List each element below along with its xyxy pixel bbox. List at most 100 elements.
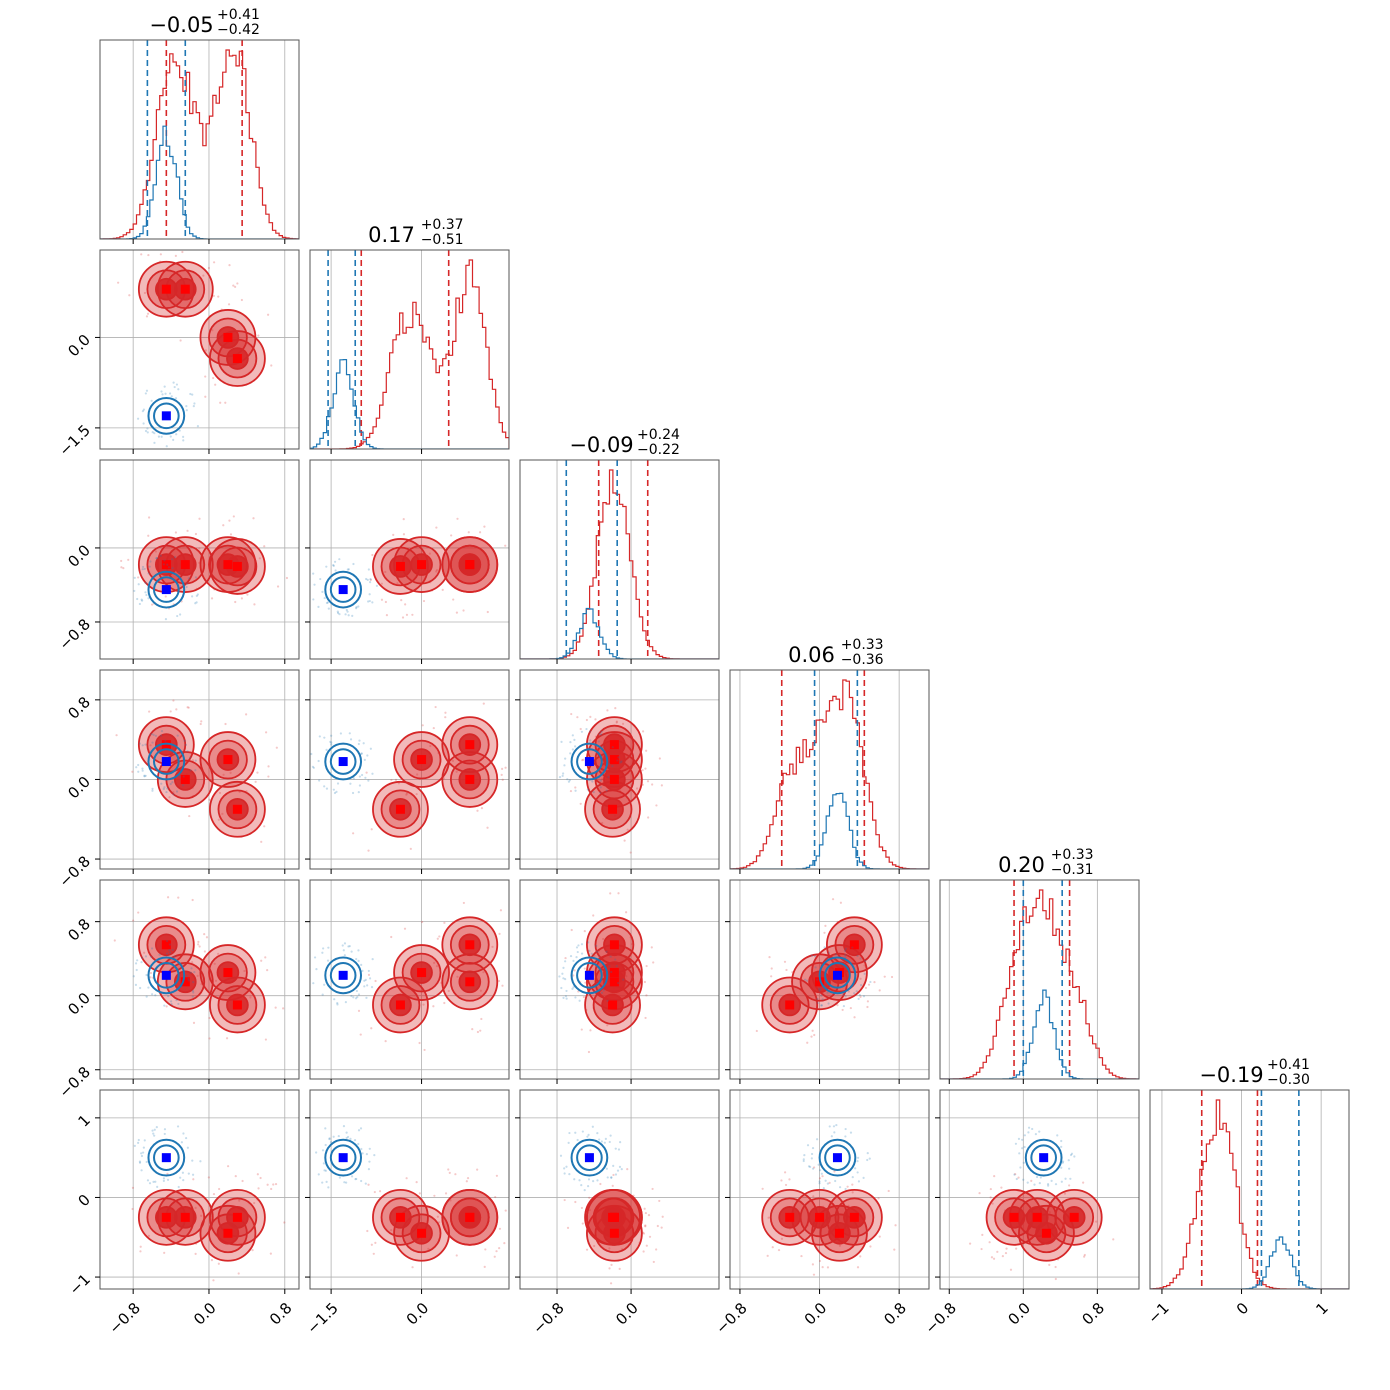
- sample-dot: [615, 720, 619, 723]
- center-marker: [161, 757, 171, 767]
- sample-dot: [493, 1255, 496, 1258]
- sample-dot: [171, 566, 174, 570]
- sample-dot: [623, 839, 626, 842]
- sample-dot: [1061, 1160, 1065, 1163]
- sample-dot: [610, 970, 613, 974]
- sample-dot: [144, 429, 148, 433]
- sample-dot: [862, 1176, 865, 1179]
- sample-dot: [592, 1180, 595, 1183]
- sample-dot: [646, 780, 650, 783]
- sample-dot: [981, 1233, 984, 1236]
- sample-dot: [611, 1184, 614, 1187]
- sample-dot: [435, 965, 439, 968]
- sample-dot: [199, 1160, 202, 1163]
- title-value-3: 0.06: [788, 643, 835, 667]
- sample-dot: [989, 1187, 992, 1191]
- sample-dot: [596, 950, 599, 953]
- sample-dot: [362, 742, 365, 745]
- sample-dot: [585, 718, 588, 722]
- sample-dot: [162, 563, 165, 566]
- sample-dot: [602, 937, 605, 941]
- sample-dot: [1083, 1255, 1086, 1258]
- sample-dot: [482, 702, 485, 705]
- sample-dot: [482, 971, 485, 974]
- sample-dot: [144, 581, 147, 585]
- sample-dot: [359, 1033, 362, 1036]
- sample-dot: [145, 593, 148, 597]
- sample-dot: [990, 1256, 994, 1259]
- contour-level-1-1: [153, 402, 180, 430]
- sample-dot: [390, 935, 393, 939]
- sample-dot: [658, 1199, 661, 1203]
- sample-dot: [133, 576, 136, 579]
- sample-dot: [171, 558, 174, 561]
- sample-dot: [595, 944, 598, 947]
- contour-shape: [324, 570, 363, 609]
- sample-dot: [614, 1147, 617, 1150]
- sample-dot: [174, 254, 177, 257]
- sample-dot: [813, 1033, 816, 1037]
- sample-dot: [264, 956, 267, 959]
- y-tick-label: −1.5: [56, 421, 94, 459]
- sample-dot: [1038, 1130, 1041, 1133]
- sample-dot: [128, 294, 131, 297]
- sample-dot: [145, 973, 148, 977]
- sample-dot: [1030, 1179, 1033, 1182]
- contour-shape: [570, 1138, 609, 1177]
- sample-dot: [574, 786, 577, 789]
- sample-dot: [810, 1157, 813, 1160]
- sample-dot: [812, 1273, 816, 1276]
- sample-dot: [451, 759, 455, 762]
- sample-dot: [1021, 1138, 1024, 1141]
- y-tick-label: 0.8: [64, 915, 94, 945]
- center-marker: [465, 1212, 475, 1222]
- panel-frame: [1149, 1089, 1350, 1290]
- center-marker: [584, 970, 594, 980]
- title-plus-4: +0.33: [1051, 847, 1094, 863]
- sample-dot: [344, 613, 347, 616]
- sample-dot: [312, 982, 315, 985]
- sample-dot: [143, 951, 146, 954]
- sample-dot: [355, 957, 358, 961]
- sample-dot: [113, 939, 116, 942]
- sample-dot: [254, 780, 257, 783]
- sample-dot: [441, 588, 444, 591]
- sample-dot: [859, 1255, 862, 1258]
- sample-dot: [171, 781, 174, 784]
- sample-dot: [131, 1186, 135, 1189]
- sample-dot: [144, 743, 147, 746]
- contour-level-1-0: [324, 956, 363, 995]
- sample-dot: [586, 788, 589, 791]
- sample-dot: [1048, 1211, 1051, 1214]
- sample-dot: [561, 972, 564, 975]
- sample-dot: [844, 953, 847, 956]
- sample-dot: [150, 733, 153, 736]
- sample-dot: [328, 1137, 331, 1140]
- sample-dot: [357, 1142, 360, 1146]
- sample-dot: [154, 734, 158, 737]
- panel-4-3: [725, 879, 930, 1084]
- sample-dot: [165, 1005, 168, 1008]
- sample-dot: [151, 993, 154, 996]
- sample-dot: [127, 558, 130, 561]
- sample-dot: [587, 1133, 590, 1136]
- sample-dot: [371, 772, 374, 775]
- sample-dot: [842, 1004, 845, 1008]
- sample-dot: [443, 921, 446, 924]
- sample-dot: [656, 1224, 659, 1228]
- sample-dot: [373, 1190, 376, 1194]
- sample-dot: [322, 1162, 325, 1165]
- sample-dot: [343, 942, 347, 945]
- sample-dot: [162, 1177, 166, 1180]
- sample-dot: [364, 776, 367, 779]
- sample-dot: [609, 892, 612, 895]
- sample-dot: [153, 1128, 156, 1131]
- sample-dot: [174, 531, 177, 534]
- sample-dot: [585, 727, 588, 731]
- sample-dot: [210, 597, 214, 600]
- sample-dot: [266, 1183, 269, 1186]
- sample-dot: [194, 532, 198, 536]
- sample-dot: [644, 1224, 647, 1227]
- sample-dot: [354, 1178, 357, 1181]
- sample-dot: [404, 603, 407, 606]
